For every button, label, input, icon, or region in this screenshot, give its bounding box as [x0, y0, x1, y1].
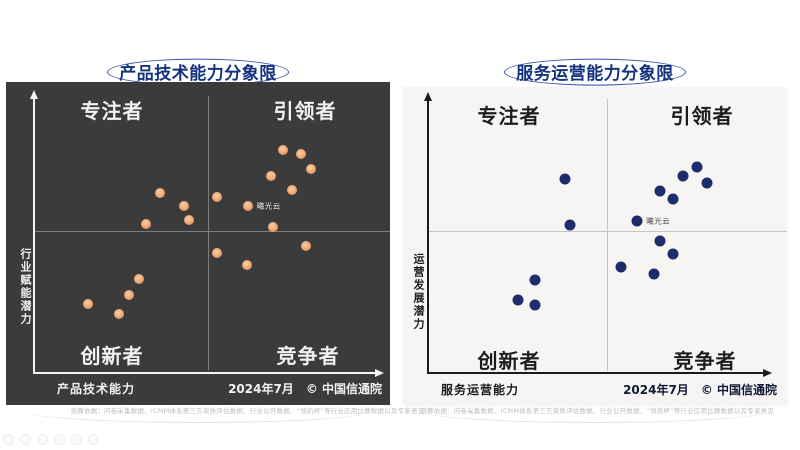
point-annotation-label: 曦光云 [256, 201, 281, 211]
scatter-points-layer: 曦光云 [6, 82, 390, 405]
data-point [691, 161, 703, 173]
data-point [242, 260, 253, 271]
data-point [268, 221, 279, 232]
watermark-circle-icon [88, 434, 99, 445]
quadrant-label-bottom-left: 创新者 [477, 349, 541, 373]
data-point [667, 248, 679, 260]
service-quadrant-chart: 服务运营能力分象限 专注者 引领者 创新者 竞争者 运营发展潜力 曦光云 服务运… [403, 50, 787, 425]
data-point [242, 200, 253, 211]
data-point [154, 187, 165, 198]
data-point [124, 290, 135, 301]
quadrant-label-top-right: 引领者 [273, 99, 337, 123]
quadrant-label-bottom-right: 竞争者 [276, 344, 340, 368]
quadrant-vertical-divider [208, 96, 209, 370]
chart-date: 2024年7月 [228, 382, 294, 396]
quadrant-horizontal-divider [35, 231, 390, 232]
data-point [184, 214, 195, 225]
chart-date: 2024年7月 [623, 383, 689, 397]
data-point [648, 268, 660, 280]
data-point [141, 219, 152, 230]
chart-source: © 中国信通院 [305, 382, 382, 396]
data-point [654, 185, 666, 197]
y-axis-label: 行业赋能潜力 [19, 248, 32, 326]
watermark-circle-icon [54, 434, 65, 445]
title-ellipse-outline [504, 58, 686, 86]
data-point [178, 201, 189, 212]
date-and-source: 2024年7月 © 中国信通院 [623, 381, 777, 398]
watermark-icons [3, 434, 99, 445]
product-quadrant-chart: 产品技术能力分象限 专注者 引领者 创新者 竞争者 行业赋能潜力 曦光云 产品技… [6, 50, 424, 425]
quadrant-horizontal-divider [429, 231, 787, 232]
data-point [113, 309, 124, 320]
data-point [667, 193, 679, 205]
data-point [82, 298, 93, 309]
data-point [701, 177, 713, 189]
y-axis [424, 92, 432, 372]
quadrant-vertical-divider [607, 99, 608, 371]
data-point [512, 294, 524, 306]
page-curl-shadow [418, 410, 772, 423]
watermark-circle-icon [71, 434, 82, 445]
service-chart-title: 服务运营能力分象限 [516, 63, 674, 84]
y-axis-arrow-icon [424, 92, 432, 101]
scatter-points-layer: 曦光云 [403, 87, 787, 405]
data-point [654, 235, 666, 247]
data-point [300, 240, 311, 251]
x-axis-arrow-icon [375, 369, 384, 377]
quadrant-label-bottom-left: 创新者 [80, 344, 144, 368]
product-chart-title: 产品技术能力分象限 [119, 63, 277, 84]
data-point [134, 273, 145, 284]
data-point [278, 145, 289, 156]
watermark-circle-icon [37, 434, 48, 445]
data-point [305, 164, 316, 175]
y-axis [30, 90, 38, 372]
service-chart-title-wrap: 服务运营能力分象限 [403, 56, 787, 86]
data-point [529, 274, 541, 286]
data-point [529, 299, 541, 311]
service-quadrant-panel: 专注者 引领者 创新者 竞争者 运营发展潜力 曦光云 服务运营能力 2024年7… [403, 87, 787, 405]
x-axis [33, 369, 384, 377]
x-axis-label: 产品技术能力 [57, 382, 136, 396]
page-curl-shadow [21, 410, 375, 423]
quadrant-label-top-right: 引领者 [670, 104, 734, 128]
data-point [211, 247, 222, 258]
point-annotation-label: 曦光云 [646, 216, 671, 226]
quadrant-label-bottom-right: 竞争者 [673, 349, 737, 373]
data-point [295, 149, 306, 160]
watermark-circle-icon [3, 434, 14, 445]
data-point [564, 219, 576, 231]
chart-source: © 中国信通院 [700, 383, 777, 397]
product-quadrant-panel: 专注者 引领者 创新者 竞争者 行业赋能潜力 曦光云 产品技术能力 2024年7… [6, 82, 390, 405]
x-axis-label: 服务运营能力 [441, 383, 520, 397]
data-point [266, 171, 277, 182]
data-point [677, 170, 689, 182]
quadrant-label-top-left: 专注者 [80, 99, 144, 123]
x-axis [427, 369, 772, 377]
x-axis-arrow-icon [763, 369, 772, 377]
data-point [631, 215, 643, 227]
quadrant-label-top-left: 专注者 [477, 104, 541, 128]
data-point [211, 191, 222, 202]
watermark-circle-icon [20, 434, 31, 445]
y-axis-label: 运营发展潜力 [412, 253, 425, 331]
data-point [615, 261, 627, 273]
data-point [286, 184, 297, 195]
data-point [559, 173, 571, 185]
date-and-source: 2024年7月 © 中国信通院 [228, 380, 382, 397]
y-axis-arrow-icon [30, 90, 38, 99]
